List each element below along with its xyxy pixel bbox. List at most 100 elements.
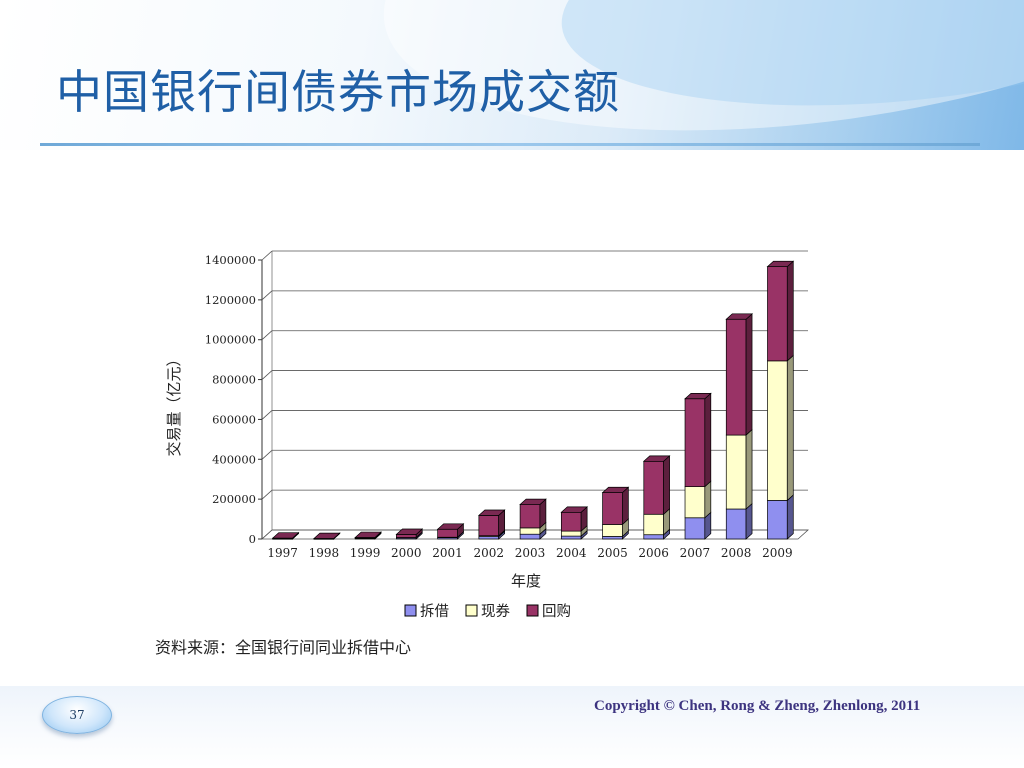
y-tick-label: 600000 xyxy=(212,412,256,426)
y-tick-label: 1400000 xyxy=(205,253,256,267)
slide-title: 中国银行间债券市场成交额 xyxy=(56,65,620,119)
y-tick-label: 1000000 xyxy=(205,333,256,347)
bar-front-face xyxy=(725,434,747,510)
legend-swatch xyxy=(404,604,417,617)
bar-front-face xyxy=(437,528,458,538)
x-tick-label: 2002 xyxy=(473,546,504,560)
legend-label: 拆借 xyxy=(420,603,449,620)
x-axis-ticks: 1997 1998 1999 2000 2001 2002 2003 2004 2005 2006… xyxy=(267,546,792,560)
header-band xyxy=(0,0,1024,150)
y-tick-label: 200000 xyxy=(212,492,256,506)
bar-front-face xyxy=(478,515,500,537)
gridline-side xyxy=(261,370,273,380)
bar-front-face xyxy=(643,534,664,540)
bar-segment xyxy=(684,392,712,488)
gridline-side xyxy=(261,529,273,540)
legend-item: 拆借 xyxy=(404,603,449,620)
bar-segment xyxy=(436,523,465,539)
bar-segment xyxy=(642,455,671,516)
bar-front-face xyxy=(767,360,788,501)
x-tick-label: 2003 xyxy=(515,546,546,560)
bar-front-face xyxy=(684,398,706,487)
bar-side-face xyxy=(786,260,794,362)
bar-segment xyxy=(519,498,547,529)
legend-label: 现券 xyxy=(481,603,510,620)
stacked-bar-chart: 0 200000 400000 600000 800000 1000000 1200000 1… xyxy=(165,250,810,620)
bar-front-face xyxy=(560,530,582,537)
bar-segment xyxy=(271,531,300,540)
bar-segment xyxy=(684,480,712,519)
bar-side-face xyxy=(663,455,670,516)
legend-item: 现券 xyxy=(465,603,510,620)
bar-front-face xyxy=(684,517,706,540)
bar-side-face xyxy=(704,392,712,488)
bar-segment xyxy=(643,508,670,536)
bar-top-face xyxy=(395,528,424,535)
bar-top-face xyxy=(519,498,547,505)
x-tick-label: 2009 xyxy=(762,546,793,560)
bar-front-face xyxy=(396,534,417,538)
bar-front-face xyxy=(519,527,541,535)
bar-segment xyxy=(477,509,506,537)
bar-front-face xyxy=(684,486,706,519)
source-note: 资料来源：全国银行间同业拆借中心 xyxy=(155,638,412,657)
bar-front-face xyxy=(560,511,582,532)
x-tick-label: 1998 xyxy=(309,546,340,560)
gridline-side xyxy=(261,330,273,341)
gridline-side xyxy=(261,449,273,460)
bar-front-face xyxy=(602,536,623,540)
copyright-notice: Copyright © Chen, Rong & Zheng, Zhenlong… xyxy=(594,698,921,714)
gridline-side xyxy=(261,410,273,420)
y-tick-label: 0 xyxy=(249,532,256,546)
bar-front-face xyxy=(560,535,582,540)
bar-side-face xyxy=(786,354,794,502)
gridline-side xyxy=(261,250,273,261)
bar-front-face xyxy=(725,318,747,436)
bar-top-face xyxy=(313,532,341,539)
y-axis-ticks: 0 200000 400000 600000 800000 1000000 1200000 1… xyxy=(205,253,262,546)
bar-segment xyxy=(560,506,589,532)
x-tick-label: 2007 xyxy=(680,546,711,560)
bar-top-face xyxy=(477,509,506,516)
bar-top-face xyxy=(601,486,630,493)
bar-top-face xyxy=(642,455,671,462)
bar-side-face xyxy=(745,502,753,540)
bar-top-face xyxy=(354,531,382,538)
bar-side-face xyxy=(745,428,753,510)
bar-side-face xyxy=(704,480,712,519)
y-tick-label: 1200000 xyxy=(205,293,256,307)
bar-top-face xyxy=(725,313,753,320)
y-tick-label: 400000 xyxy=(212,452,256,466)
x-tick-label: 2005 xyxy=(597,546,628,560)
bar-top-face xyxy=(271,532,300,539)
x-tick-label: 1999 xyxy=(350,546,381,560)
bar-front-face xyxy=(478,536,500,540)
bar-segment xyxy=(395,528,424,539)
bar-front-face xyxy=(767,500,788,540)
bar-top-face xyxy=(560,506,589,513)
bar-side-face xyxy=(745,313,753,436)
bar-front-face xyxy=(519,533,541,540)
bar-front-face xyxy=(767,266,788,362)
bar-segment xyxy=(766,260,795,362)
bar-side-face xyxy=(786,494,794,540)
y-axis-label: 交易量（亿元） xyxy=(165,351,183,456)
bar-segment xyxy=(767,494,794,540)
bar-top-face xyxy=(436,523,465,530)
bar-front-face xyxy=(643,460,664,515)
legend-swatch xyxy=(465,604,478,617)
x-tick-label: 2006 xyxy=(638,546,669,560)
chart-bars xyxy=(271,260,795,540)
bar-segment xyxy=(725,313,753,436)
title-divider xyxy=(40,143,980,146)
bar-top-face xyxy=(766,260,795,268)
bar-front-face xyxy=(725,508,747,540)
bar-front-face xyxy=(519,504,541,529)
bar-segment xyxy=(601,486,630,526)
footer-band xyxy=(0,686,1024,768)
x-tick-label: 2008 xyxy=(721,546,752,560)
bar-front-face xyxy=(643,513,664,536)
bar-front-face xyxy=(602,524,623,537)
legend-item: 回购 xyxy=(526,603,571,620)
gridline-side xyxy=(261,290,273,301)
